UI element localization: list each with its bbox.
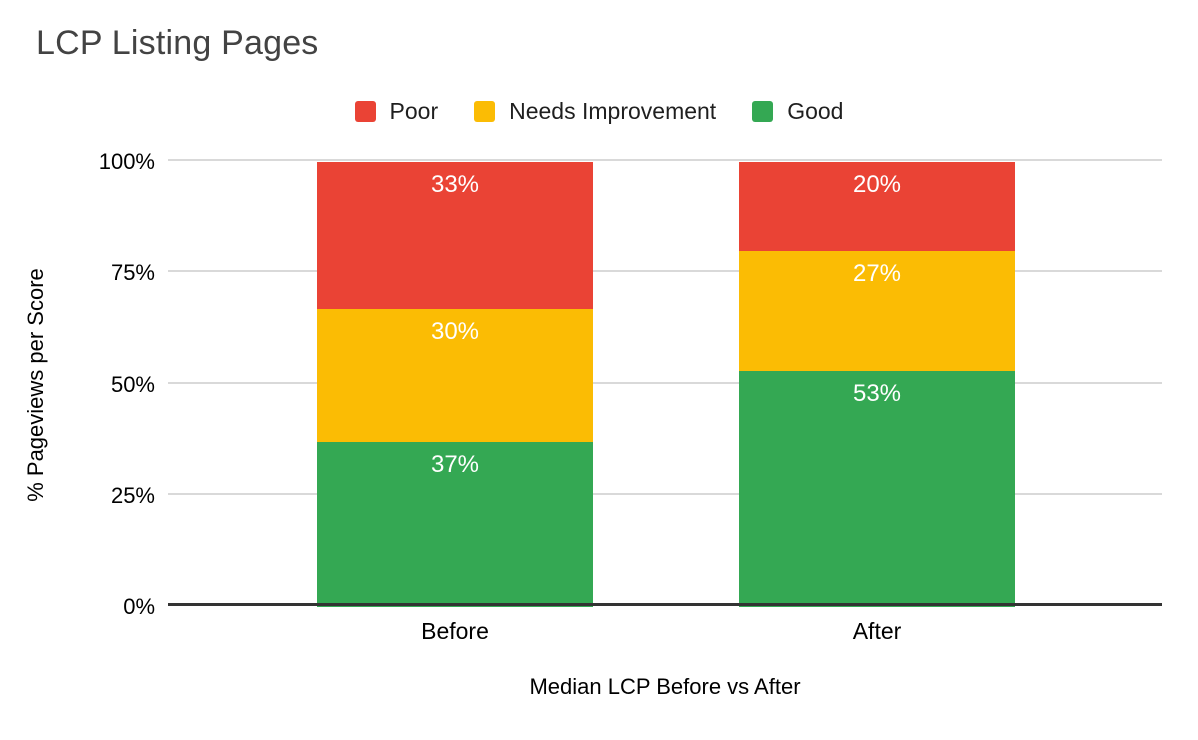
y-tick-label-75: 75% <box>110 260 155 286</box>
segment-poor-before[interactable]: 33% <box>317 162 593 309</box>
bar-before[interactable]: 33% 30% 37% <box>317 162 593 607</box>
segment-label-good-before: 37% <box>430 451 480 479</box>
legend-swatch-good <box>752 101 774 122</box>
y-tick-label-25: 25% <box>110 482 155 508</box>
legend-item-good[interactable]: Good <box>752 98 843 125</box>
segment-label-poor-before: 33% <box>430 171 480 198</box>
segment-label-needs-improvement-before: 30% <box>430 317 480 345</box>
segment-label-good-after: 53% <box>852 380 902 408</box>
plot-area: 33% 30% 37% 20% 27% 53% <box>168 159 1162 607</box>
legend-label-needs-improvement: Needs Improvement <box>509 98 717 124</box>
legend-label-poor: Poor <box>389 98 439 124</box>
y-tick-label-50: 50% <box>110 371 155 397</box>
x-tick-label-after: After <box>852 618 902 644</box>
y-axis-ticks: 0% 25% 50% 75% 100% <box>0 149 155 619</box>
chart-title: LCP Listing Pages <box>36 24 319 62</box>
x-axis-line <box>168 603 1162 606</box>
gridline-100% <box>168 159 1162 161</box>
gridline-25% <box>168 492 1162 495</box>
x-axis-title: Median LCP Before vs After <box>529 674 801 699</box>
y-tick-label-0: 0% <box>123 594 155 619</box>
segment-needs-improvement-after[interactable]: 27% <box>739 251 1015 372</box>
bar-after[interactable]: 20% 27% 53% <box>739 162 1015 607</box>
segment-needs-improvement-before[interactable]: 30% <box>317 308 593 443</box>
segment-label-needs-improvement-after: 27% <box>852 260 902 287</box>
legend-swatch-poor <box>354 101 376 122</box>
y-tick-label-100: 100% <box>98 149 155 174</box>
x-axis-ticks: Before After <box>168 618 1162 648</box>
legend: Poor Needs Improvement Good <box>0 98 1198 125</box>
segment-good-before[interactable]: 37% <box>317 442 593 607</box>
legend-swatch-needs-improvement <box>474 101 496 122</box>
gridline-75% <box>168 270 1162 273</box>
legend-item-poor[interactable]: Poor <box>354 98 439 125</box>
segment-label-poor-after: 20% <box>852 171 902 198</box>
gridline-50% <box>168 381 1162 384</box>
segment-good-after[interactable]: 53% <box>739 371 1015 607</box>
legend-label-good: Good <box>787 98 844 124</box>
x-tick-label-before: Before <box>421 618 489 644</box>
legend-item-needs-improvement[interactable]: Needs Improvement <box>474 98 716 125</box>
segment-poor-after[interactable]: 20% <box>739 162 1015 251</box>
